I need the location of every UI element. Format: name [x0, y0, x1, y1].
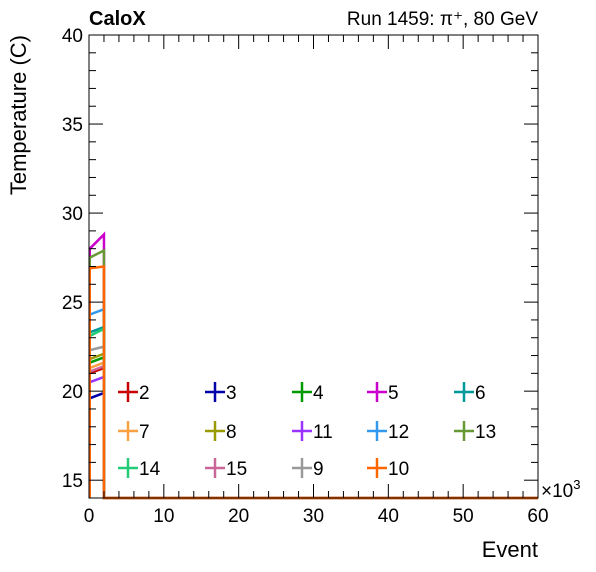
legend-entry-12: 12	[367, 421, 409, 443]
legend-entry-6: 6	[454, 382, 486, 404]
legend-label: 4	[313, 383, 324, 404]
x-tick-label: 50	[453, 506, 474, 527]
legend-label: 9	[313, 459, 324, 480]
legend-entry-11: 11	[292, 421, 333, 443]
legend-entry-14: 14	[118, 458, 161, 480]
y-tick-label: 35	[62, 115, 83, 136]
legend-label: 7	[139, 422, 150, 443]
legend-label: 15	[226, 459, 247, 480]
y-tick-label: 15	[62, 471, 83, 492]
legend-entry-4: 4	[292, 382, 324, 404]
header-right: Run 1459: π⁺, 80 GeV	[347, 9, 538, 30]
x-tick-label: 20	[228, 506, 249, 527]
x-tick-label: 10	[153, 506, 174, 527]
legend-label: 3	[226, 383, 237, 404]
legend-label: 6	[475, 383, 486, 404]
y-tick-label: 30	[62, 204, 83, 225]
y-tick-label: 25	[62, 293, 83, 314]
legend: 2 3 4 5 6 7 8 11 12 13 14 15 9 10	[118, 382, 496, 480]
legend-entry-15: 15	[205, 458, 247, 480]
y-axis-label: Temperature (C)	[6, 35, 31, 195]
y-tick-label: 20	[62, 382, 83, 403]
legend-entry-7: 7	[118, 421, 150, 443]
legend-label: 2	[139, 383, 150, 404]
x-tick-label: 30	[303, 506, 324, 527]
x-axis-label: Event	[482, 537, 538, 562]
x-tick-label: 60	[527, 506, 548, 527]
x-multiplier: ×103	[541, 477, 580, 502]
x-tick-label: 40	[378, 506, 399, 527]
legend-entry-2: 2	[118, 382, 150, 404]
series-3-line	[88, 391, 538, 500]
legend-label: 12	[388, 422, 409, 443]
legend-entry-3: 3	[205, 382, 237, 404]
legend-label: 14	[139, 459, 161, 480]
legend-entry-5: 5	[367, 382, 399, 404]
legend-entry-10: 10	[367, 458, 409, 480]
legend-label: 13	[475, 422, 496, 443]
legend-entry-13: 13	[454, 421, 496, 443]
legend-label: 5	[388, 383, 399, 404]
x-tick-label: 0	[84, 506, 95, 527]
legend-entry-8: 8	[205, 421, 237, 443]
legend-label: 8	[226, 422, 237, 443]
header-left: CaloX	[89, 8, 146, 30]
legend-label: 11	[313, 422, 333, 443]
legend-label: 10	[388, 459, 409, 480]
legend-entry-9: 9	[292, 458, 324, 480]
y-tick-label: 40	[62, 26, 83, 47]
